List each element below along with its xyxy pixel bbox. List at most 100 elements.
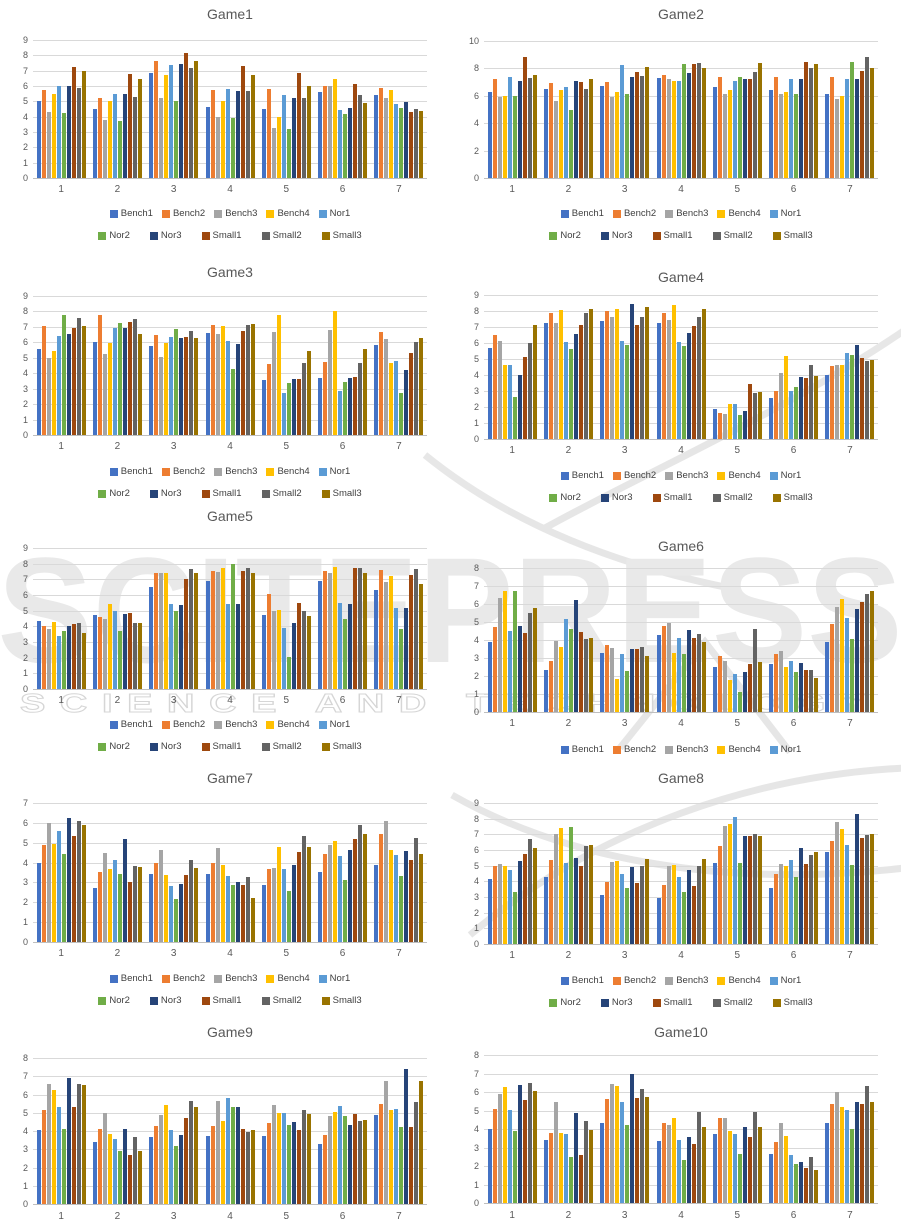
- bar-bench2-group1: [41, 89, 46, 178]
- bar-bench2-group3: [605, 882, 610, 944]
- y-axis-tick-label: 6: [473, 1087, 479, 1097]
- legend-swatch-icon: [109, 720, 118, 729]
- y-axis-tick-label: 3: [22, 1144, 28, 1155]
- bar-nor1-group7: [845, 845, 850, 944]
- bar-bench2-group3: [605, 311, 610, 439]
- x-axis-tick-label: 7: [396, 948, 402, 959]
- bar-bench2-group7: [379, 332, 384, 435]
- bar-nor2-group3: [625, 1125, 630, 1203]
- legend-label: Nor2: [560, 997, 581, 1008]
- legend-label: Bench2: [172, 973, 206, 984]
- y-axis-tick-label: 7: [473, 1068, 479, 1079]
- x-axis-tick-label: 5: [734, 718, 741, 729]
- legend-swatch-icon: [109, 209, 118, 218]
- x-axis-tick-label: 1: [509, 718, 515, 729]
- bar-nor1-group5: [281, 95, 286, 178]
- bar-nor2-group3: [174, 329, 179, 435]
- bar-bench4-group2: [558, 310, 563, 439]
- bar-bench4-group2: [107, 1133, 112, 1204]
- bar-nor3-group2: [122, 838, 127, 942]
- x-axis-tick-label: 6: [790, 1210, 797, 1221]
- gridline: [33, 548, 427, 549]
- gridline: [484, 803, 878, 804]
- y-axis-tick-label: 5: [22, 605, 28, 616]
- bar-small2-group1: [527, 78, 532, 178]
- bar-small1-group2: [578, 82, 583, 178]
- y-axis-tick-label: 4: [22, 1126, 28, 1136]
- bar-nor3-group3: [179, 337, 184, 435]
- x-axis-tick-label: 2: [565, 1210, 572, 1221]
- x-axis-tick-label: 1: [58, 184, 64, 195]
- legend-swatch-icon: [772, 493, 781, 502]
- legend-item-nor2: Nor2: [98, 230, 130, 241]
- legend-label: Bench1: [120, 466, 153, 477]
- legend-swatch-icon: [161, 720, 170, 729]
- bar-nor2-group6: [794, 387, 799, 439]
- bar-nor1-group6: [338, 1106, 343, 1204]
- bar-bench1-group4: [205, 333, 210, 435]
- bar-small2-group1: [76, 820, 81, 942]
- bar-small2-group4: [245, 877, 250, 942]
- bar-bench3-group4: [666, 319, 671, 439]
- y-axis-tick-label: 8: [473, 563, 479, 573]
- legend-swatch-icon: [261, 231, 270, 240]
- bar-nor2-group5: [286, 128, 291, 178]
- legend-item-nor1: Nor1: [769, 208, 801, 219]
- bar-small2-group6: [358, 824, 363, 942]
- bar-bench1-group5: [261, 885, 266, 942]
- legend-label: Bench4: [728, 470, 761, 481]
- bar-nor2-group7: [850, 639, 855, 712]
- bar-bench1-group1: [36, 100, 41, 178]
- bar-bench3-group4: [215, 572, 220, 689]
- bar-nor3-group7: [404, 1068, 409, 1204]
- bar-bench2-group4: [210, 570, 215, 689]
- bar-nor3-group7: [855, 345, 860, 439]
- bar-small1-group3: [635, 882, 640, 944]
- bar-bench2-group4: [210, 1125, 215, 1204]
- legend-swatch-icon: [717, 471, 726, 480]
- legend-swatch-icon: [266, 974, 275, 983]
- bar-small1-group6: [804, 669, 809, 712]
- bar-nor3-group1: [517, 375, 522, 439]
- bar-small2-group3: [189, 330, 194, 435]
- bar-small1-group3: [635, 649, 640, 712]
- gridline: [33, 1149, 427, 1151]
- legend-swatch-icon: [560, 209, 569, 218]
- bar-bench2-group7: [830, 1104, 835, 1203]
- bar-small1-group2: [578, 866, 583, 944]
- bar-small2-group3: [189, 1100, 194, 1204]
- legend-swatch-icon: [266, 467, 275, 476]
- legend-row: Nor2 Nor3 Small1 Small2 Small3: [33, 741, 427, 752]
- legend-item-nor2: Nor2: [549, 997, 581, 1008]
- legend-label: Nor3: [160, 488, 182, 499]
- y-axis-tick-label: 1: [22, 157, 28, 168]
- bar-bench3-group3: [610, 648, 615, 712]
- bar-small3-group6: [363, 573, 368, 689]
- x-axis-tick-label: 6: [339, 948, 346, 959]
- legend-row: Bench1 Bench2 Bench3 Bench4 Nor1: [484, 975, 878, 986]
- bar-bench3-group7: [384, 1080, 389, 1204]
- legend-label: Nor3: [611, 230, 633, 241]
- legend-row: Nor2 Nor3 Small1 Small2 Small3: [33, 488, 427, 499]
- legend-label: Small1: [212, 488, 242, 499]
- bar-nor2-group1: [512, 95, 517, 178]
- y-axis-tick-label: 5: [473, 354, 479, 364]
- bar-bench4-group1: [51, 1089, 56, 1204]
- bar-small1-group1: [71, 328, 76, 435]
- y-axis-tick-label: 4: [22, 111, 28, 122]
- x-axis-tick-label: 6: [790, 445, 797, 456]
- legend-item-bench2: Bench2: [161, 208, 205, 219]
- bar-small2-group5: [301, 1110, 306, 1204]
- bar-bench2-group2: [97, 616, 102, 689]
- bar-nor2-group2: [117, 1151, 122, 1204]
- bar-nor1-group5: [281, 1112, 286, 1204]
- bar-bench4-group5: [276, 116, 281, 178]
- bar-bench4-group6: [784, 355, 789, 439]
- bar-bench3-group2: [102, 353, 107, 435]
- bar-bench4-group1: [51, 621, 56, 689]
- bar-small2-group5: [752, 834, 757, 944]
- gridline: [484, 622, 878, 623]
- bar-nor1-group4: [676, 638, 681, 712]
- gridline: [484, 568, 878, 569]
- legend-item-bench4: Bench4: [266, 973, 310, 984]
